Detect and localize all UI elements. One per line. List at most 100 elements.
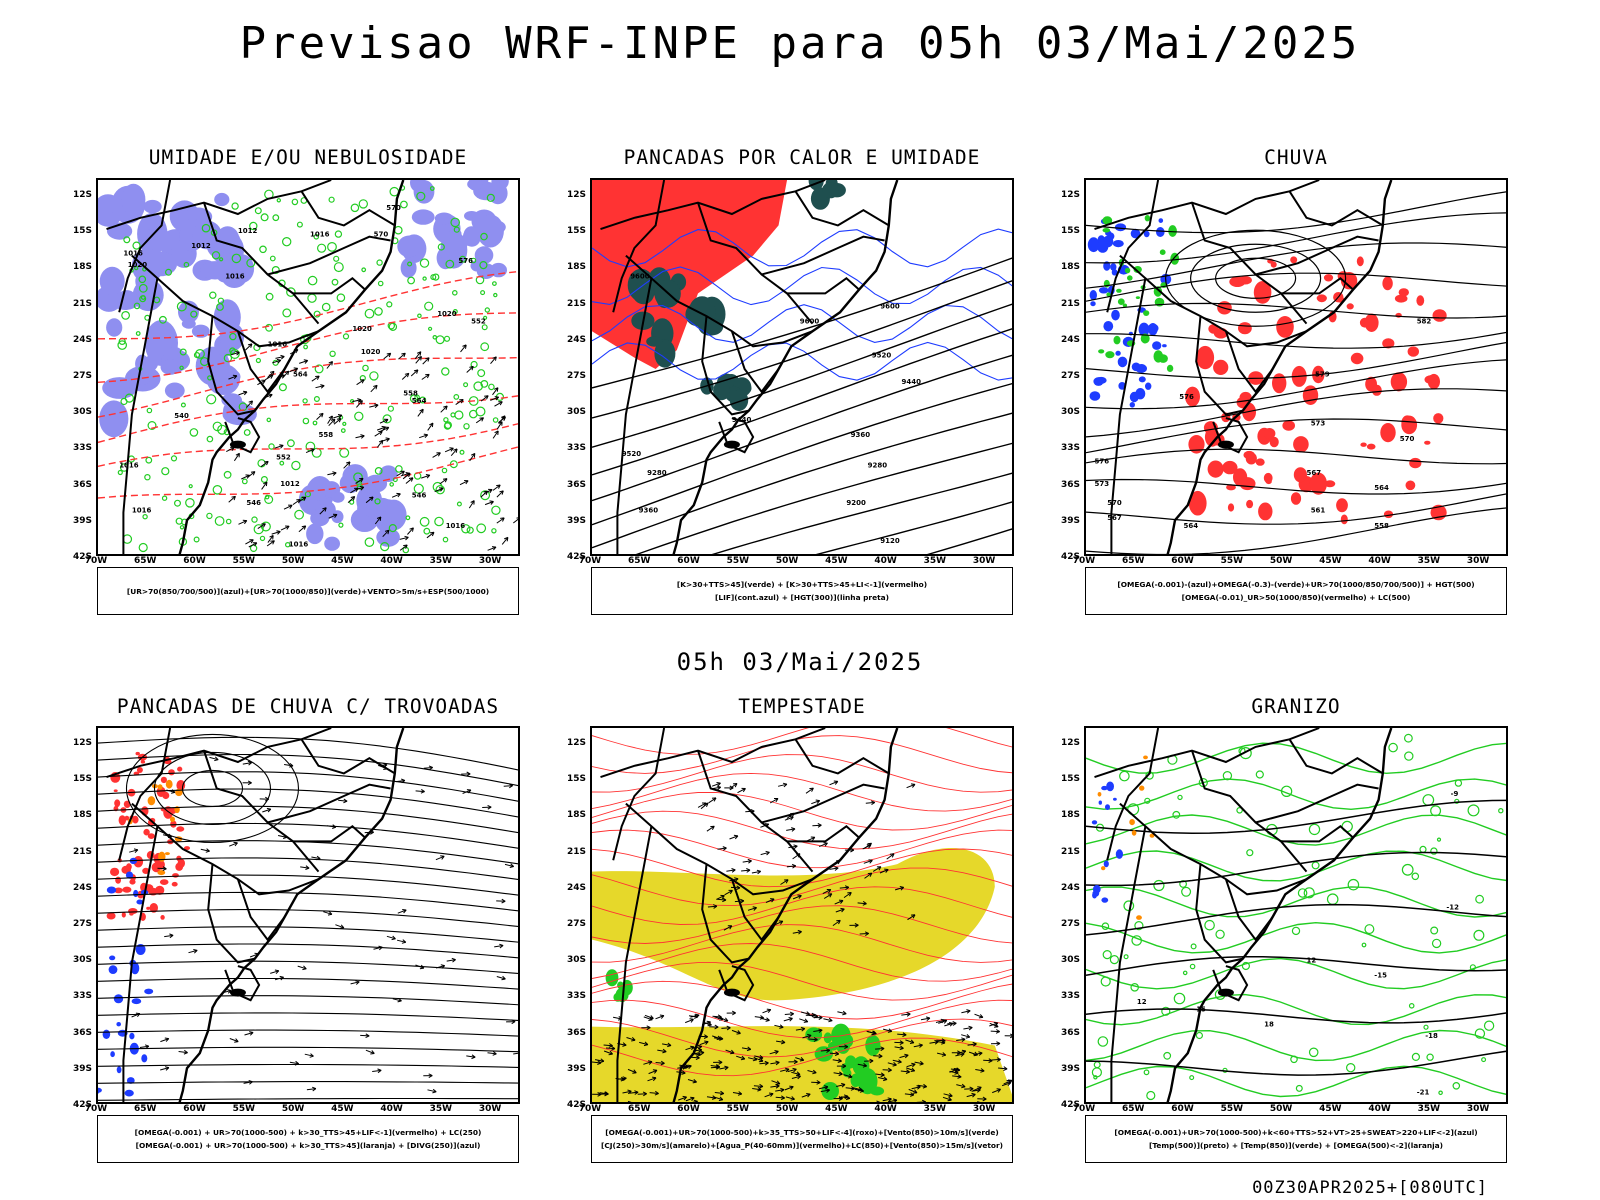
rain-area-green — [1105, 351, 1115, 359]
hgt500-contour — [1086, 507, 1506, 554]
wind-vector — [717, 846, 727, 851]
rain-area-red — [1276, 316, 1294, 338]
temp850-contour-green — [1347, 878, 1360, 891]
humidity-contour-green — [414, 394, 420, 401]
wind-vector — [350, 487, 359, 494]
wind-vector — [879, 868, 889, 874]
humidity-contour-green — [442, 536, 449, 543]
wind-vector — [605, 1045, 616, 1051]
omega-area-orange — [1131, 830, 1137, 836]
humidity-contour-green — [279, 460, 285, 466]
country-state-border — [1255, 235, 1379, 276]
map-canvas — [592, 728, 1012, 1102]
rain-area-red — [1227, 503, 1235, 512]
country-state-border — [718, 417, 755, 454]
humidity-area-blue — [200, 261, 230, 280]
longitude-tick-label: 40W — [1368, 556, 1391, 566]
streamline-arrow — [166, 789, 176, 794]
latitude-tick-label: 18S — [566, 810, 586, 821]
wind-vector — [774, 1024, 784, 1029]
temp500-contour — [1086, 799, 1506, 835]
wind-vector — [837, 1010, 847, 1016]
wind-vector — [836, 1063, 847, 1069]
humidity-contour-green — [183, 261, 190, 268]
humidity-contour-green — [206, 512, 213, 520]
wind-vector — [469, 452, 476, 462]
humidity-contour-green — [179, 348, 187, 356]
contour-label: 570 — [374, 231, 389, 239]
contour-label: 9440 — [902, 378, 922, 386]
wind-vector — [741, 1046, 752, 1052]
streamline — [98, 943, 518, 959]
latitude-tick-label: 15S — [1060, 774, 1080, 785]
country-state-border — [224, 417, 261, 454]
humidity-contour-green — [254, 207, 262, 215]
wind-vector — [774, 920, 784, 926]
humidity-contour-green — [170, 455, 178, 462]
wind-vector — [492, 430, 499, 439]
thunder-area-red — [114, 799, 121, 808]
temp850-contour-green — [1326, 893, 1339, 905]
wind-vector — [943, 1092, 953, 1098]
rain-area-blue — [1103, 261, 1111, 271]
latitude-tick-label: 21S — [72, 298, 92, 309]
precip-water-contour-red — [592, 867, 1012, 907]
streamline — [98, 960, 518, 974]
humidity-contour-green — [342, 333, 350, 340]
wind-vector — [992, 1088, 1001, 1094]
humidity-contour-green — [445, 259, 455, 269]
wind-vector — [260, 460, 269, 468]
longitude-tick-label: 30W — [972, 556, 996, 566]
forecast-map-panel: 1012 1012 1016 1016 1020 1020 1016 1016 1020 1016… — [96, 178, 520, 556]
wind-vector — [839, 885, 850, 891]
temp850-contour-green — [1411, 1052, 1420, 1061]
rain-area-red — [1290, 492, 1302, 505]
omega-area-orange — [1101, 866, 1106, 871]
rain-area-blue — [1098, 287, 1109, 294]
wind-vector — [907, 914, 916, 921]
humidity-contour-green — [463, 382, 469, 388]
humidity-contour-green — [395, 465, 403, 473]
wind-vector — [989, 1022, 999, 1028]
latitude-tick-label: 30S — [566, 955, 586, 966]
humidity-contour-green — [218, 257, 224, 262]
contour-label: -9 — [1451, 790, 1459, 798]
rain-area-red — [1258, 502, 1273, 521]
lagoon-shape — [1217, 988, 1234, 997]
wind-vector — [241, 474, 250, 480]
wind-vector — [629, 1090, 639, 1095]
divergence-area-blue — [131, 998, 142, 1005]
wind-vector — [226, 446, 235, 453]
wind-vector — [788, 1059, 798, 1065]
country-state-border — [293, 277, 366, 295]
humidity-contour-green — [362, 364, 369, 372]
temp850-contour-green — [1086, 921, 1506, 954]
hgt500-contour — [1215, 257, 1297, 299]
wind-vector — [977, 1096, 987, 1102]
precip-water-contour-red — [592, 829, 1012, 869]
rain-area-red — [1371, 384, 1382, 396]
humidity-contour-green — [307, 293, 317, 303]
temp850-contour-green — [1431, 938, 1442, 949]
temp850-contour-green — [1097, 1036, 1109, 1047]
contour-label: 1016 — [446, 522, 466, 530]
streamline-arrow — [188, 949, 198, 954]
wind-vector — [657, 1048, 667, 1054]
humidity-contour-green — [470, 360, 478, 369]
streamline-arrow — [160, 1037, 170, 1043]
temp500-contour — [1086, 1050, 1506, 1076]
longitude-tick-label: 40W — [380, 556, 403, 566]
thunder-area-orange — [157, 784, 163, 790]
latitude-tick-label: 36S — [72, 479, 92, 490]
rain-area-red — [1382, 276, 1393, 291]
streamline-arrow — [360, 1033, 370, 1039]
humidity-area-blue — [413, 180, 435, 204]
wind-vector — [811, 799, 821, 805]
legend-line: [OMEGA(-0.001)+UR>70(1000-500)+k<60+TTS>… — [1114, 1128, 1478, 1137]
streamline-arrow — [386, 935, 396, 941]
latitude-tick-label: 12S — [566, 738, 586, 748]
contour-label: 567 — [1307, 469, 1322, 477]
wind-vector — [820, 1088, 831, 1093]
humidity-area-blue — [331, 510, 344, 524]
rain-area-red — [1269, 436, 1279, 448]
